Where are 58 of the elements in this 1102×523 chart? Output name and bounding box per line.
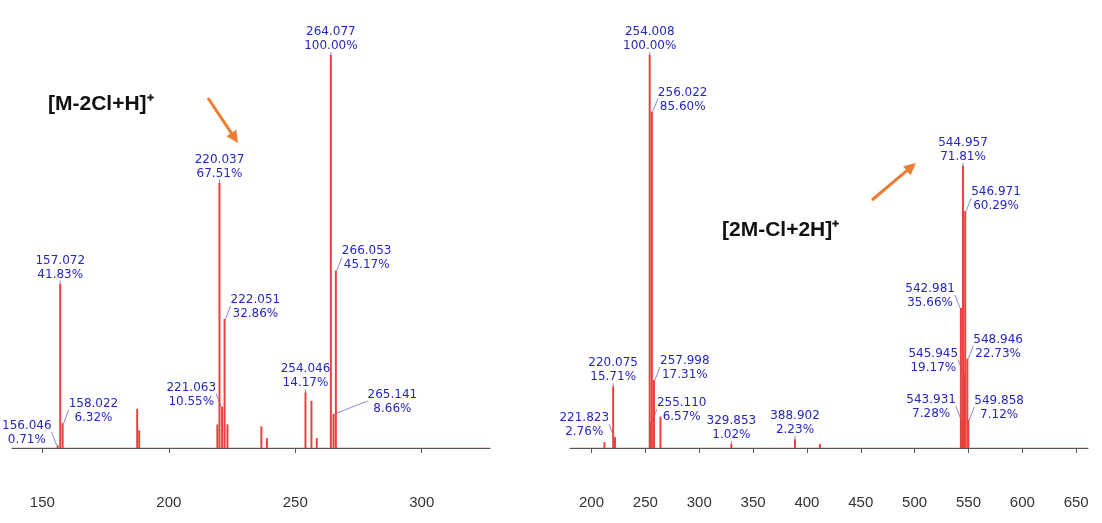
data-label: 256.022 85.60% <box>657 84 708 113</box>
data-label: 265.141 8.66% <box>367 386 418 415</box>
bar <box>218 182 221 448</box>
bar <box>136 408 139 448</box>
bar <box>648 55 651 448</box>
data-label: 254.046 14.17% <box>280 361 331 390</box>
x-tick-label: 400 <box>794 493 820 510</box>
x-tick-label: 300 <box>686 493 712 510</box>
data-label: 220.075 15.71% <box>588 355 638 384</box>
data-label: 544.957 71.81% <box>938 134 988 163</box>
data-label: 156.046 0.71% <box>2 418 52 447</box>
bar <box>334 270 337 448</box>
data-label: 264.077 100.00% <box>304 24 358 52</box>
bar <box>223 318 226 448</box>
bar <box>59 283 62 448</box>
data-label: 220.037 67.51% <box>194 151 245 180</box>
bar <box>329 55 332 448</box>
x-tick-label: 550 <box>955 493 981 510</box>
data-label: 222.051 32.86% <box>230 291 281 320</box>
data-label: 549.858 7.12% <box>974 393 1024 422</box>
bar <box>659 416 662 448</box>
x-tick-label: 500 <box>902 493 928 510</box>
data-label: 158.022 6.32% <box>68 396 119 425</box>
bar <box>310 400 313 448</box>
x-tick-label: 250 <box>282 493 308 510</box>
x-tick-label: 450 <box>848 493 874 510</box>
annotation: [2M-Cl+2H]⁺ <box>722 216 840 242</box>
x-tick-label: 200 <box>579 493 605 510</box>
x-tick-label: 200 <box>156 493 182 510</box>
data-label: 157.072 41.83% <box>35 252 86 281</box>
annotation: [M-2Cl+H]⁺ <box>48 90 154 116</box>
data-label: 221.823 2.76% <box>559 410 610 439</box>
x-tick-label: 250 <box>632 493 658 510</box>
data-label: 266.053 45.17% <box>341 243 392 272</box>
bar <box>265 438 268 448</box>
data-label: 257.998 17.31% <box>660 352 710 381</box>
data-label: 546.971 60.29% <box>971 184 1021 213</box>
data-label: 254.008 100.00% <box>623 24 677 52</box>
data-label: 329.853 1.02% <box>706 412 757 441</box>
data-label: 543.931 7.28% <box>906 392 956 421</box>
bar <box>260 426 263 448</box>
bar <box>612 386 615 448</box>
data-label: 221.063 10.55% <box>166 379 217 408</box>
bar <box>603 442 606 448</box>
x-tick-label: 300 <box>409 493 435 510</box>
bar <box>304 392 307 448</box>
data-label: 388.902 2.23% <box>770 408 820 437</box>
x-tick-label: 650 <box>1063 493 1089 510</box>
data-label: 545.945 19.17% <box>908 345 959 374</box>
x-tick-label: 350 <box>740 493 766 510</box>
x-tick-label: 150 <box>29 493 55 510</box>
bar <box>793 439 796 448</box>
data-label: 548.946 22.73% <box>973 331 1023 360</box>
data-label: 542.981 35.66% <box>905 280 955 309</box>
data-label: 255.110 6.57% <box>656 395 707 424</box>
bar <box>315 438 318 448</box>
x-tick-label: 600 <box>1009 493 1035 510</box>
bar <box>818 444 821 448</box>
